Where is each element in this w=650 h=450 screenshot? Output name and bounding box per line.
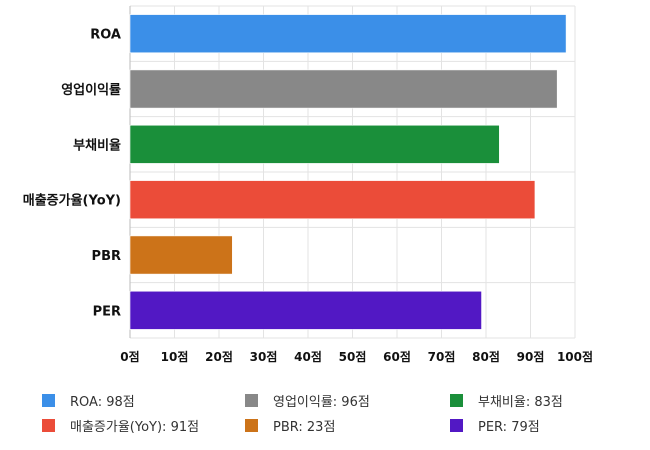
x-tick-label: 20점 bbox=[205, 349, 233, 364]
legend-label: PBR: 23점 bbox=[273, 420, 335, 435]
bar-0 bbox=[129, 14, 567, 54]
x-tick-label: 100점 bbox=[557, 349, 593, 364]
gridlines bbox=[129, 5, 576, 339]
bar-1 bbox=[129, 69, 558, 109]
legend-label: 매출증가율(YoY): 91점 bbox=[70, 420, 199, 435]
bar-4 bbox=[129, 235, 233, 275]
category-label: 부채비율 bbox=[73, 137, 121, 153]
legend-item: 영업이익률: 96점 bbox=[245, 394, 370, 410]
category-label: PER bbox=[93, 304, 121, 319]
category-label: 영업이익률 bbox=[61, 82, 121, 98]
x-tick-label: 60점 bbox=[383, 349, 411, 364]
x-tick-label: 50점 bbox=[339, 349, 367, 364]
x-tick-label: 70점 bbox=[428, 349, 456, 364]
x-tick-label: 0점 bbox=[120, 349, 139, 364]
legend-swatch bbox=[245, 419, 258, 432]
legend-label: 부채비율: 83점 bbox=[478, 395, 563, 410]
legend-swatch bbox=[450, 419, 463, 432]
legend-item: 매출증가율(YoY): 91점 bbox=[42, 419, 199, 435]
x-tick-label: 90점 bbox=[517, 349, 545, 364]
category-label: ROA bbox=[90, 28, 121, 43]
x-tick-label: 80점 bbox=[472, 349, 500, 364]
legend-swatch bbox=[42, 394, 55, 407]
bars bbox=[129, 14, 567, 330]
legend-item: 부채비율: 83점 bbox=[450, 394, 563, 410]
category-label: PBR bbox=[92, 249, 121, 264]
x-tick-label: 30점 bbox=[250, 349, 278, 364]
legend-swatch bbox=[42, 419, 55, 432]
x-tick-label: 10점 bbox=[161, 349, 189, 364]
legend-item: ROA: 98점 bbox=[42, 394, 135, 410]
x-tick-labels: 0점 10점 20점 30점 40점 50점 60점 70점 80점 90점 100점 bbox=[120, 349, 593, 364]
legend-item: PER: 79점 bbox=[450, 419, 540, 435]
legend-swatch bbox=[450, 394, 463, 407]
legend-item: PBR: 23점 bbox=[245, 419, 335, 435]
bar-3 bbox=[129, 180, 536, 220]
legend-label: 영업이익률: 96점 bbox=[273, 395, 370, 410]
legend-label: ROA: 98점 bbox=[70, 395, 135, 410]
legend-swatch bbox=[245, 394, 258, 407]
category-label: 매출증가율(YoY) bbox=[23, 193, 121, 209]
x-tick-label: 40점 bbox=[294, 349, 322, 364]
legend-label: PER: 79점 bbox=[478, 420, 540, 435]
bar-5 bbox=[129, 290, 482, 330]
bar-2 bbox=[129, 124, 500, 164]
